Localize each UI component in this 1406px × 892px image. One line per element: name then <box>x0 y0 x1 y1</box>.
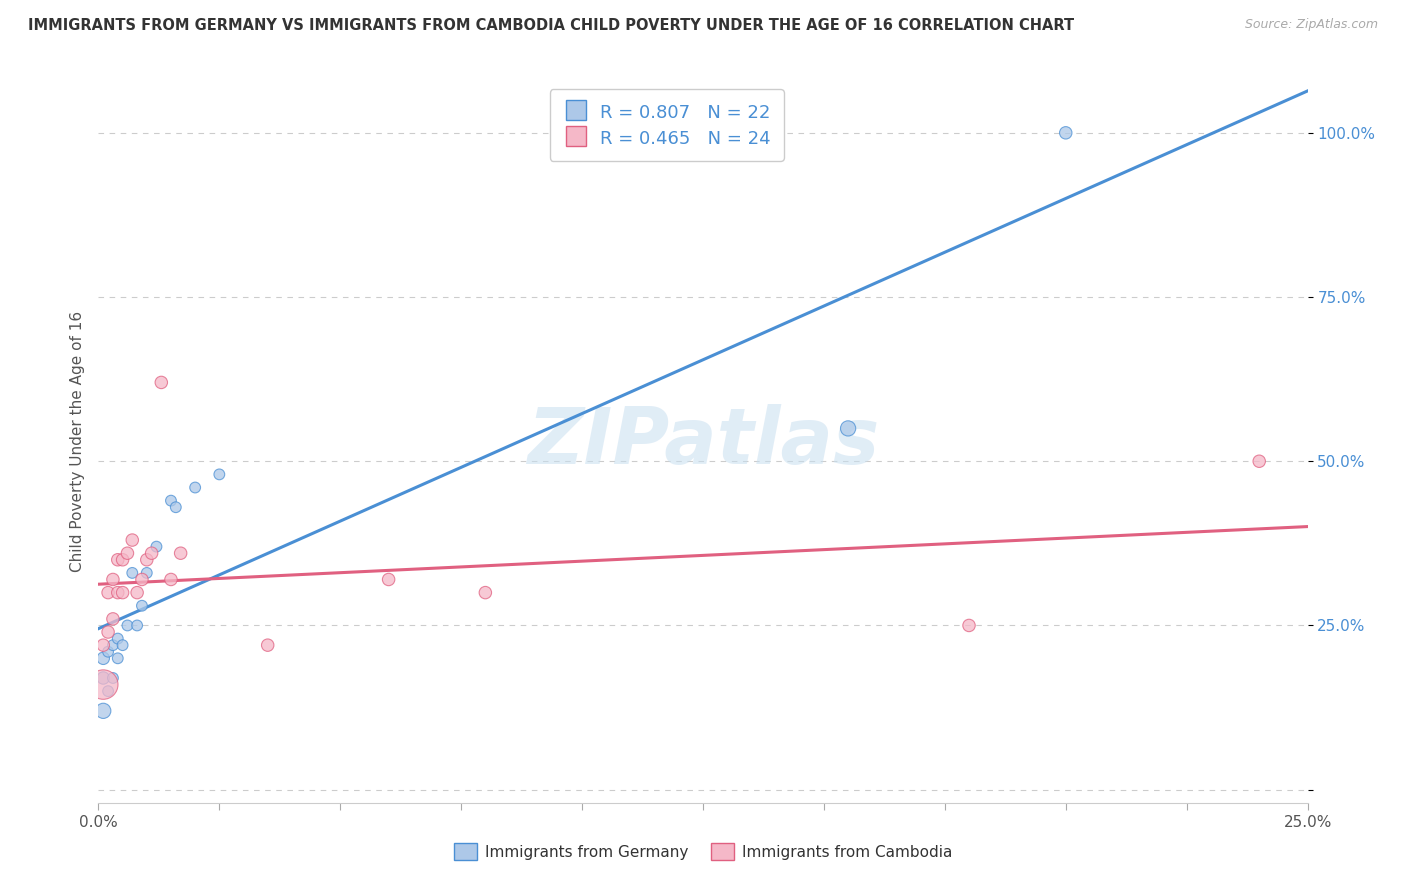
Point <box>101 638 124 652</box>
Point <box>184 481 207 495</box>
Point <box>1054 126 1077 140</box>
Point <box>165 500 187 515</box>
Point <box>150 376 173 390</box>
Point <box>91 704 114 718</box>
Point <box>91 671 114 685</box>
Point <box>101 612 124 626</box>
Point <box>91 651 114 665</box>
Point <box>111 553 134 567</box>
Text: IMMIGRANTS FROM GERMANY VS IMMIGRANTS FROM CAMBODIA CHILD POVERTY UNDER THE AGE : IMMIGRANTS FROM GERMANY VS IMMIGRANTS FR… <box>28 18 1074 33</box>
Text: ZIPatlas: ZIPatlas <box>527 403 879 480</box>
Point <box>117 546 139 560</box>
Legend: Immigrants from Germany, Immigrants from Cambodia: Immigrants from Germany, Immigrants from… <box>447 836 959 867</box>
Point <box>145 540 167 554</box>
Point <box>131 573 153 587</box>
Point <box>101 671 124 685</box>
Y-axis label: Child Poverty Under the Age of 16: Child Poverty Under the Age of 16 <box>69 311 84 572</box>
Point <box>121 566 143 580</box>
Point <box>97 585 120 599</box>
Point <box>141 546 163 560</box>
Text: Source: ZipAtlas.com: Source: ZipAtlas.com <box>1244 18 1378 31</box>
Point <box>97 645 120 659</box>
Point <box>111 638 134 652</box>
Point <box>91 638 114 652</box>
Point <box>107 553 129 567</box>
Point <box>97 625 120 640</box>
Point <box>256 638 278 652</box>
Point <box>160 493 183 508</box>
Point <box>91 677 114 691</box>
Point <box>208 467 231 482</box>
Point <box>957 618 980 632</box>
Point <box>121 533 143 547</box>
Point <box>101 573 124 587</box>
Point <box>107 632 129 646</box>
Point <box>117 618 139 632</box>
Point <box>127 618 149 632</box>
Point <box>135 566 157 580</box>
Point <box>131 599 153 613</box>
Point <box>111 585 134 599</box>
Point <box>474 585 496 599</box>
Point <box>107 585 129 599</box>
Point <box>160 573 183 587</box>
Point <box>127 585 149 599</box>
Point <box>135 553 157 567</box>
Point <box>97 684 120 698</box>
Point <box>169 546 191 560</box>
Point <box>837 421 859 435</box>
Point <box>377 573 399 587</box>
Point <box>107 651 129 665</box>
Point <box>1249 454 1271 468</box>
